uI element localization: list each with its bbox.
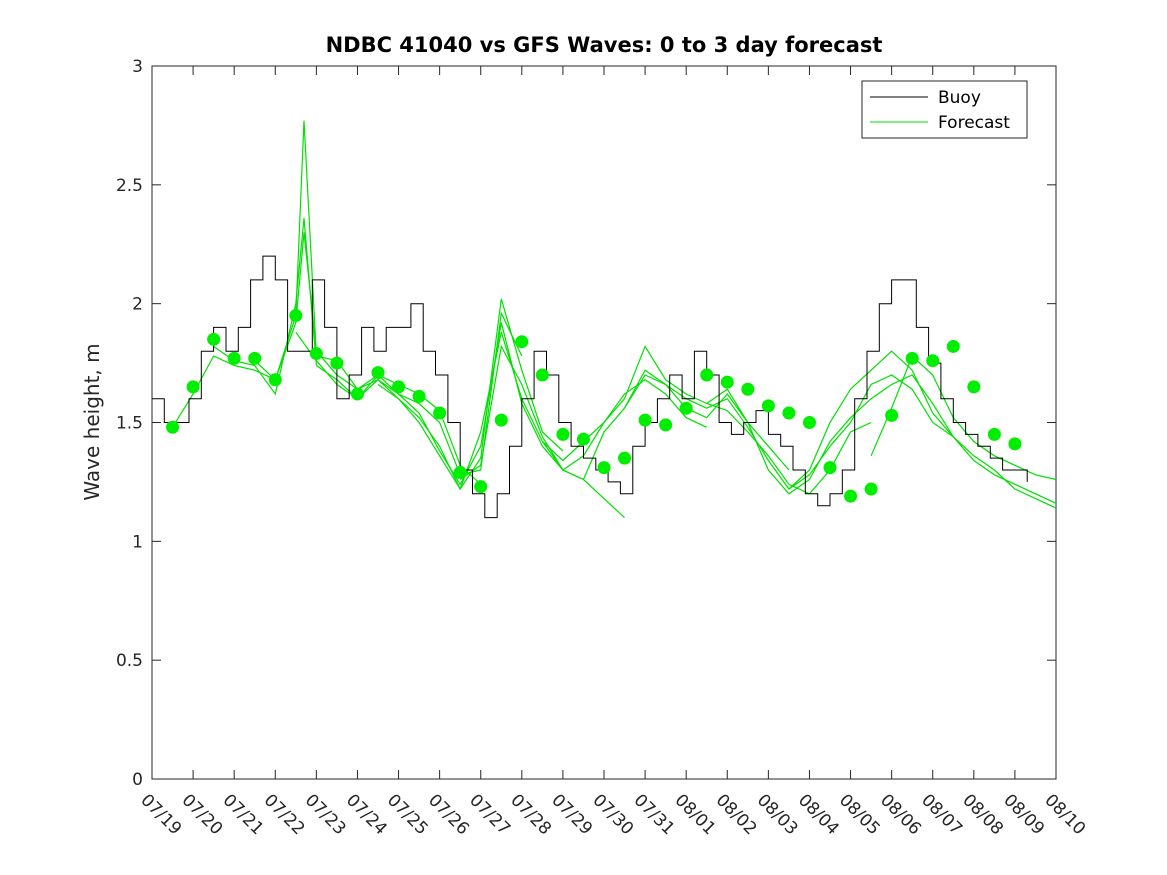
forecast-marker [309, 347, 323, 361]
forecast-marker [761, 399, 775, 413]
forecast-marker [474, 480, 488, 494]
forecast-marker [556, 427, 570, 441]
forecast-marker [227, 351, 241, 365]
forecast-marker [782, 406, 796, 420]
chart-title: NDBC 41040 vs GFS Waves: 0 to 3 day fore… [326, 33, 883, 57]
forecast-marker [330, 356, 344, 370]
legend: Buoy Forecast [861, 80, 1028, 139]
forecast-marker [166, 420, 180, 434]
forecast-marker [864, 482, 878, 496]
y-tick-label: 1 [132, 532, 143, 552]
forecast-marker [926, 354, 940, 368]
legend-label-forecast: Forecast [938, 113, 1010, 133]
forecast-marker [638, 413, 652, 427]
forecast-marker [576, 432, 590, 446]
series-layer [152, 120, 1057, 519]
forecast-run-line [706, 374, 1057, 509]
forecast-marker [412, 389, 426, 403]
forecast-marker [885, 408, 899, 422]
forecast-marker [659, 418, 673, 432]
forecast-marker [350, 387, 364, 401]
forecast-marker [700, 368, 714, 382]
forecast-marker [371, 366, 385, 380]
y-tick-label: 0.5 [116, 651, 143, 671]
forecast-marker [720, 375, 734, 389]
buoy-line [152, 255, 1028, 519]
forecast-marker [844, 489, 858, 503]
forecast-marker [515, 335, 529, 349]
forecast-marker [597, 461, 611, 475]
y-tick-label: 2 [132, 295, 143, 315]
forecast-marker [535, 368, 549, 382]
y-axis: 0 0.5 1 1.5 2 2.5 3 [116, 57, 1056, 790]
y-tick-label: 2.5 [116, 176, 143, 196]
forecast-marker [433, 406, 447, 420]
forecast-marker [802, 416, 816, 429]
forecast-marker [494, 413, 508, 427]
legend-box [861, 80, 1028, 139]
legend-label-buoy: Buoy [938, 88, 981, 108]
forecast-marker [741, 382, 755, 396]
y-tick-label: 1.5 [116, 414, 143, 434]
forecast-marker [1008, 437, 1022, 451]
forecast-marker [289, 309, 303, 323]
forecast-marker [186, 380, 200, 394]
forecast-marker [967, 380, 981, 394]
forecast-marker [905, 351, 919, 365]
forecast-run-line [788, 350, 1057, 504]
forecast-marker [823, 461, 837, 475]
forecast-marker [207, 332, 221, 346]
forecast-marker [268, 373, 282, 387]
forecast-marker [248, 351, 262, 365]
y-tick-label: 0 [132, 770, 143, 790]
y-tick-label: 3 [132, 57, 143, 77]
forecast-marker [618, 451, 632, 465]
y-axis-label: Wave height, m [80, 343, 104, 500]
forecast-marker [679, 401, 693, 415]
forecast-marker [392, 380, 406, 394]
forecast-marker [946, 339, 960, 353]
forecast-marker [987, 427, 1001, 441]
forecast-marker [453, 465, 467, 479]
